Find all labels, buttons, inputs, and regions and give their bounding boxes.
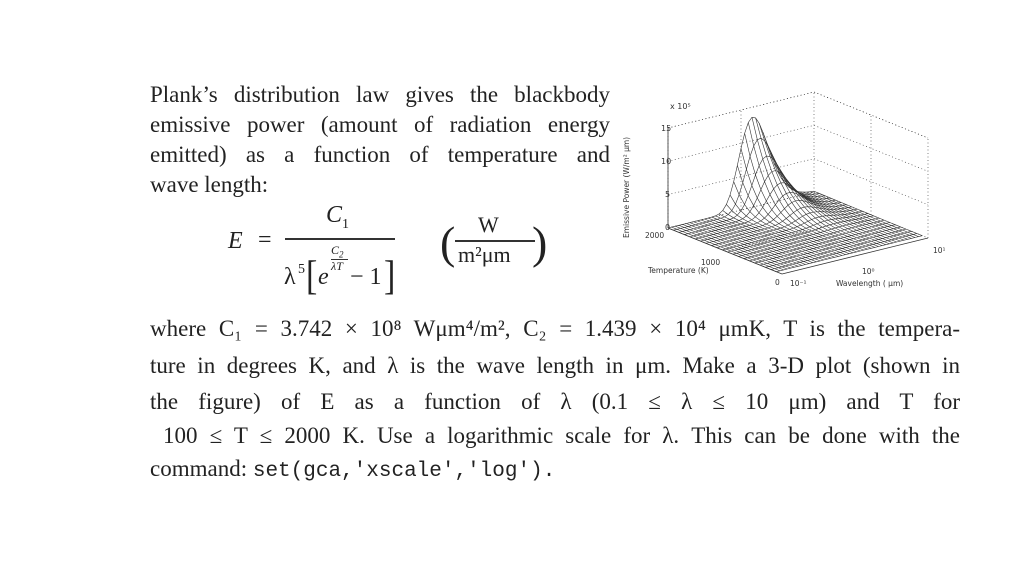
formula-e: e [318, 264, 329, 290]
left-bracket: [ [306, 254, 318, 299]
formula-lhs: E [228, 228, 243, 254]
exp-c: C [331, 243, 340, 257]
x-tick: 10⁰ [862, 267, 875, 276]
x-tick: 10¹ [933, 246, 945, 255]
mesh-line-wavelength [700, 219, 810, 264]
mesh-line-wavelength [704, 218, 813, 263]
surface-plot: x 10⁵ 15 10 5 0 Emissive Power (W/m² μm)… [622, 91, 945, 288]
formula-lambda: λ [284, 264, 296, 290]
body-line: 100 ≤ T ≤ 2000 K. Use a logarithmic scal… [163, 423, 960, 448]
matlab-command: set(gca,'xscale','log'). [252, 460, 556, 483]
mesh-line-wavelength [788, 186, 897, 243]
mesh-line-wavelength [693, 221, 802, 266]
formula-equals: = [258, 227, 272, 253]
z-multiplier: x 10⁵ [670, 102, 691, 111]
plot-surface-mesh [667, 116, 923, 272]
mesh-line-wavelength [740, 148, 850, 254]
mesh-line-wavelength [755, 117, 865, 251]
y-tick: 2000 [645, 231, 664, 240]
mesh-line-wavelength [802, 191, 912, 239]
gridline [667, 91, 929, 139]
intro-line: emissive power (amount of radiation ener… [150, 112, 610, 137]
intro-line: wave length: [150, 172, 269, 197]
exp-c-sub: 2 [339, 249, 344, 260]
mesh-line-wavelength [726, 204, 835, 258]
gridline [667, 125, 929, 172]
formula-numerator: C [326, 202, 343, 228]
mesh-line-wavelength [806, 191, 916, 238]
mesh-line-wavelength [718, 213, 828, 260]
fraction-bar [285, 238, 395, 240]
mesh-line-wavelength [689, 222, 799, 267]
mesh-line-wavelength [729, 194, 839, 257]
x-tick: 10⁻¹ [790, 279, 807, 288]
mesh-line-wavelength [711, 216, 821, 262]
mesh-line-wavelength [799, 191, 908, 240]
right-bracket: ] [384, 254, 396, 299]
x-axis [781, 237, 929, 275]
mesh-line-wavelength [813, 190, 923, 236]
body-line: where C₁ = 3.742 × 10⁸ Wμm⁴/m², C₂ = 1.4… [150, 316, 960, 341]
mesh-line-wavelength [733, 181, 843, 256]
z-tick: 10 [661, 157, 671, 166]
exp-bar [331, 259, 348, 260]
mesh-line-wavelength [791, 189, 901, 242]
z-tick: 5 [665, 190, 670, 199]
intro-line: emitted) as a function of temperature an… [150, 142, 610, 167]
x-axis-label: Wavelength ( μm) [836, 279, 903, 288]
units-bar [455, 240, 535, 242]
intro-line: Plank’s distribution law gives the black… [150, 82, 610, 107]
gridline [667, 158, 929, 205]
mesh-line-wavelength [686, 223, 795, 268]
y-axis-label: Temperature (K) [647, 266, 709, 275]
units-right-paren: ) [532, 217, 548, 268]
mesh-line-wavelength [697, 220, 806, 265]
formula-exp-num: C2 [331, 243, 344, 259]
mesh-line-wavelength [758, 123, 868, 250]
mesh-line-wavelength [795, 190, 905, 241]
gridline [724, 214, 872, 252]
formula-minus-one: − 1 [350, 264, 382, 290]
mesh-line-wavelength [678, 225, 788, 270]
mesh-line-wavelength [762, 132, 872, 249]
mesh-line-wavelength [682, 224, 792, 269]
mesh-line-wavelength [737, 165, 846, 255]
mesh-line-wavelength [667, 227, 777, 272]
plot-gridlines [667, 91, 929, 275]
gridline [667, 91, 929, 139]
body-last-prefix: command: [150, 456, 253, 481]
body-line: ture in degrees K, and λ is the wave len… [150, 353, 960, 378]
formula-exp-den: λT [331, 259, 343, 273]
mesh-line-wavelength [715, 215, 824, 261]
formula-numerator-sub: 1 [342, 216, 350, 232]
y-tick: 1000 [701, 258, 720, 267]
y-tick: 0 [775, 278, 780, 287]
z-axis-label: Emissive Power (W/m² μm) [622, 137, 631, 238]
mesh-line-wavelength [744, 133, 854, 254]
mesh-line-wavelength [810, 191, 919, 237]
mesh-line-wavelength [748, 122, 857, 253]
mesh-line-wavelength [671, 226, 781, 272]
mesh-line-wavelength [722, 210, 832, 259]
mesh-line-wavelength [766, 142, 875, 248]
mesh-line-wavelength [708, 217, 817, 263]
z-tick: 15 [661, 124, 671, 133]
mesh-line-temperature [689, 182, 836, 238]
formula-power: 5 [298, 262, 305, 277]
z-tick: 0 [665, 223, 670, 232]
mesh-line-wavelength [675, 225, 784, 271]
mesh-line-wavelength [751, 117, 861, 252]
units-left-paren: ( [440, 217, 456, 268]
units-numerator: W [478, 212, 499, 237]
body-line: the figure) of E as a function of λ (0.1… [150, 389, 960, 414]
units-denominator: m²μm [458, 242, 511, 267]
